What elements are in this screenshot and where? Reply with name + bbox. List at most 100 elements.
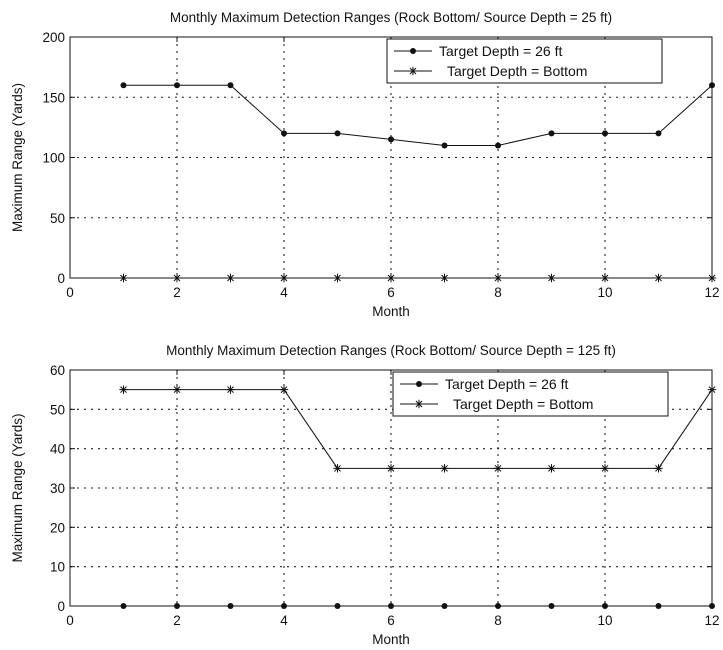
chart-2-ytick-label: 40 <box>50 442 65 457</box>
chart-2-series-1-marker <box>174 603 180 609</box>
chart-1-ytick-label: 150 <box>42 90 65 105</box>
chart-1-series-1 <box>120 82 715 149</box>
chart-1-ytick-label: 50 <box>50 211 65 226</box>
chart-2-series-1-marker <box>602 603 608 609</box>
chart-2-legend: Target Depth = 26 ft Target Depth = Botto… <box>392 371 669 417</box>
chart-1-series-1-marker <box>495 142 501 149</box>
chart-2-series-1-marker <box>388 603 394 609</box>
chart-2-legend-entry-1-marker <box>416 381 422 387</box>
chart-2-series-2-marker <box>386 464 396 473</box>
chart-1-ytick-label: 200 <box>42 30 65 45</box>
chart-2-xlabel: Month <box>372 632 410 647</box>
chart-2-ytick-label: 60 <box>50 363 65 378</box>
chart-2-ytick-label: 50 <box>50 402 65 417</box>
chart-1-ytick-label: 100 <box>42 151 65 166</box>
chart-2-ytick-label: 20 <box>50 520 65 535</box>
chart-1-xtick-label: 4 <box>280 285 288 300</box>
chart-2-legend-entry-2-marker <box>414 399 424 409</box>
chart-1-series-2-marker <box>440 273 449 283</box>
chart-2-series-1 <box>120 603 715 609</box>
chart-1-series-1-marker <box>334 130 341 137</box>
chart-1-series-1-marker <box>227 82 234 89</box>
chart-2-series-2-marker <box>226 385 235 394</box>
chart-2-xtick-label: 12 <box>704 613 719 628</box>
chart-2-series-1-marker <box>227 603 234 609</box>
chart-1-xlabel: Month <box>372 304 410 319</box>
chart-2-series-2-line <box>123 389 713 469</box>
chart-1-xtick-label: 2 <box>173 285 181 300</box>
chart-2-series-2-marker <box>493 464 503 473</box>
chart-1-xtick-label: 10 <box>597 285 612 300</box>
chart-2-series-2-marker <box>119 385 128 394</box>
chart-2-legend-entry-1: Target Depth = 26 ft <box>400 376 568 392</box>
chart-1-series-1-marker <box>281 130 287 137</box>
chart-1-legend-entry-1-label: Target Depth = 26 ft <box>439 43 562 59</box>
chart-1-series-2-marker <box>172 273 182 283</box>
chart-2-ytick-label: 10 <box>50 560 65 575</box>
chart-1-series-1-marker <box>120 82 127 89</box>
chart-2-legend-box <box>392 371 669 417</box>
chart-2-ytick-label: 0 <box>57 599 65 614</box>
chart-1-xtick-label: 8 <box>494 285 502 300</box>
chart-2-series-1-marker <box>120 603 127 609</box>
chart-2-series-1-marker <box>709 603 715 609</box>
chart-1-series-2-marker <box>654 273 663 283</box>
chart-1-series-1-marker <box>655 130 662 137</box>
chart-2-title: Monthly Maximum Detection Ranges (Rock B… <box>166 343 616 358</box>
chart-1-series-1-line <box>123 84 713 146</box>
chart-2-series-2-marker <box>547 464 556 473</box>
chart-1-series-2-marker <box>707 273 717 283</box>
chart-1-legend-entry-2-marker <box>408 66 418 76</box>
chart-1-series-2-marker <box>333 273 342 283</box>
chart-2-xtick-label: 4 <box>280 613 288 628</box>
chart-2-xtick-label: 2 <box>173 613 181 628</box>
chart-1: Monthly Maximum Detection Ranges (Rock B… <box>10 10 720 319</box>
chart-2-legend-entry-1-label: Target Depth = 26 ft <box>445 376 568 392</box>
chart-1-series-2 <box>119 273 717 283</box>
chart-2-ylabel: Maximum Range (Yards) <box>10 413 25 562</box>
chart-2-series-2 <box>119 385 717 473</box>
chart-2-series-2-marker <box>279 385 289 394</box>
chart-2-series-2-marker <box>654 464 663 473</box>
chart-2: Monthly Maximum Detection Ranges (Rock B… <box>10 343 720 647</box>
chart-1-legend-entry-2: Target Depth = Bottom <box>394 63 587 79</box>
chart-2-series-1-marker <box>548 603 555 609</box>
chart-1-legend-entry-1-marker <box>410 48 416 54</box>
chart-2-series-1-marker <box>495 603 501 609</box>
chart-1-xtick-label: 6 <box>387 285 395 300</box>
chart-1-series-1-marker <box>388 136 394 143</box>
chart-1-series-1-marker <box>709 82 715 89</box>
chart-2-ytick-label: 30 <box>50 481 65 496</box>
chart-1-xtick-label: 0 <box>66 285 74 300</box>
chart-1-legend-entry-1: Target Depth = 26 ft <box>394 43 562 59</box>
chart-1-title: Monthly Maximum Detection Ranges (Rock B… <box>170 10 612 25</box>
chart-2-series-2-marker <box>333 464 342 473</box>
chart-2-xtick-label: 8 <box>494 613 502 628</box>
chart-1-series-2-marker <box>226 273 235 283</box>
chart-1-series-2-marker <box>119 273 128 283</box>
chart-1-series-2-marker <box>493 273 503 283</box>
chart-1-series-1-marker <box>441 142 448 149</box>
chart-2-xtick-label: 0 <box>66 613 74 628</box>
chart-2-legend-entry-2: Target Depth = Bottom <box>400 396 593 412</box>
chart-1-series-1-marker <box>602 130 608 137</box>
chart-1-series-2-marker <box>547 273 556 283</box>
chart-2-series-2-marker <box>172 385 182 394</box>
chart-1-ylabel: Maximum Range (Yards) <box>10 83 25 232</box>
chart-1-ytick-label: 0 <box>57 271 65 286</box>
chart-1-series-2-marker <box>600 273 610 283</box>
chart-1-legend: Target Depth = 26 ft Target Depth = Botto… <box>386 38 663 84</box>
chart-1-xtick-label: 12 <box>704 285 719 300</box>
chart-1-series-2-marker <box>386 273 396 283</box>
chart-2-xtick-label: 10 <box>597 613 612 628</box>
chart-2-series-1-marker <box>441 603 448 609</box>
chart-2-series-2-marker <box>707 385 717 394</box>
chart-2-series-1-marker <box>655 603 662 609</box>
chart-1-legend-entry-2-label: Target Depth = Bottom <box>447 63 587 79</box>
chart-1-series-1-marker <box>174 82 180 89</box>
chart-2-series-2-marker <box>440 464 449 473</box>
chart-1-series-2-marker <box>279 273 289 283</box>
chart-2-series-1-marker <box>334 603 341 609</box>
chart-2-series-1-marker <box>281 603 287 609</box>
